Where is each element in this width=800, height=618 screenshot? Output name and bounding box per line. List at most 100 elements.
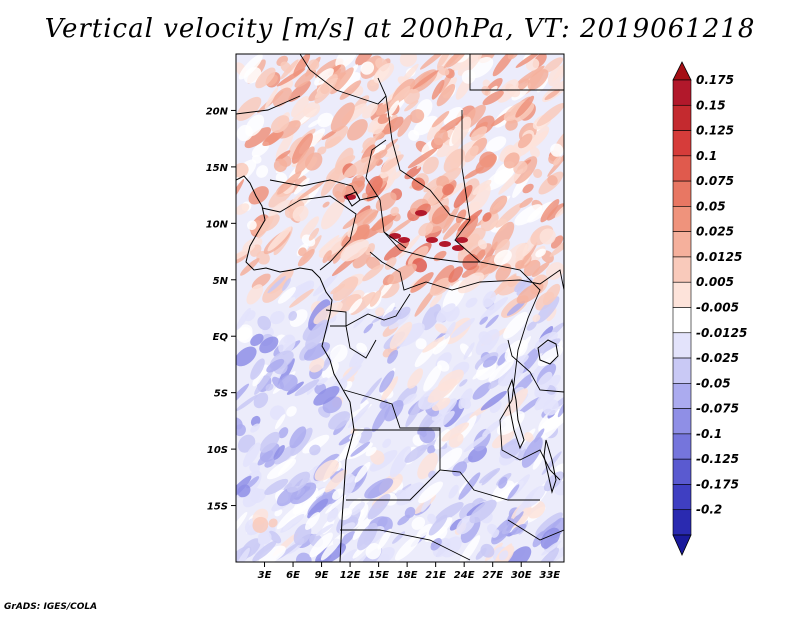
field-cell — [324, 136, 342, 149]
field-cell — [397, 114, 413, 137]
field-cell — [351, 502, 365, 516]
field-cell — [453, 185, 473, 208]
colorbar-swatch — [672, 408, 692, 435]
field-cell — [479, 316, 489, 325]
field-cell — [399, 54, 418, 67]
field-cell — [427, 513, 437, 524]
field-cell — [289, 281, 312, 298]
field-cell — [322, 250, 332, 264]
field-cell — [280, 513, 305, 533]
field-cell — [461, 265, 480, 278]
field-cell — [489, 195, 508, 215]
field-cell — [448, 266, 464, 283]
field-cell — [461, 69, 476, 84]
field-cell — [498, 168, 524, 195]
field-cell — [390, 206, 400, 216]
field-cell — [397, 514, 411, 526]
field-cell — [536, 338, 561, 354]
field-cell — [355, 54, 373, 66]
field-cell — [431, 79, 445, 100]
field-cell — [535, 512, 563, 537]
field-cell — [485, 314, 499, 329]
field-cell — [436, 83, 456, 107]
field-cell — [394, 534, 421, 561]
field-cell — [546, 262, 564, 280]
updraft-core — [389, 233, 401, 239]
field-cell — [340, 239, 369, 262]
field-cell — [258, 545, 286, 562]
field-cell — [387, 349, 399, 364]
lat-tick-label: 20N — [206, 106, 229, 117]
field-cell — [257, 530, 272, 545]
updraft-core — [415, 210, 427, 216]
field-cell — [330, 67, 354, 95]
field-cell — [297, 180, 326, 201]
colorbar-swatch — [672, 155, 692, 182]
field-cell — [289, 426, 307, 449]
lat-tick-label: 10S — [207, 445, 228, 456]
field-cell — [395, 489, 407, 501]
field-cell — [422, 336, 445, 353]
field-cell — [531, 261, 550, 277]
lon-tick-label: 27E — [482, 570, 503, 581]
field-cell — [286, 471, 311, 493]
field-cell — [409, 109, 425, 124]
field-cell — [449, 518, 463, 531]
field-cell — [352, 517, 372, 540]
field-cell — [341, 180, 365, 199]
lat-tick-label: 5N — [213, 276, 229, 287]
colorbar-label: -0.2 — [696, 503, 722, 517]
field-cell — [526, 321, 537, 331]
colorbar-label: 0.1 — [696, 149, 717, 163]
field-cell — [236, 96, 262, 121]
field-cell — [431, 398, 458, 421]
border-lines — [236, 54, 564, 561]
field-cell — [305, 319, 330, 350]
field-cell — [257, 315, 272, 331]
field-cell — [421, 304, 442, 331]
country-borders — [236, 54, 564, 562]
colorbar-label: 0.075 — [696, 174, 734, 188]
field-cell — [480, 296, 509, 320]
field-cell — [427, 378, 457, 403]
field-cell — [470, 126, 488, 141]
field-cell — [479, 468, 501, 484]
field-cell — [254, 369, 274, 395]
field-cell — [282, 277, 291, 292]
field-cell — [526, 201, 554, 223]
field-cell — [428, 514, 448, 536]
field-cell — [460, 397, 472, 410]
field-cell — [516, 282, 544, 304]
field-cell — [297, 249, 315, 267]
colorbar-label: 0.175 — [696, 73, 734, 87]
field-cell — [311, 487, 327, 499]
field-cell — [256, 165, 269, 178]
field-cell — [441, 422, 470, 442]
field-cell — [291, 95, 310, 118]
field-cell — [550, 235, 564, 249]
field-cell — [417, 452, 438, 480]
field-cell — [377, 528, 392, 550]
field-cell — [477, 239, 487, 250]
field-cell — [536, 78, 549, 93]
field-cell — [540, 199, 560, 223]
field-cell — [427, 445, 436, 454]
field-cell — [546, 307, 557, 322]
lake-victoria — [537, 339, 559, 365]
field-cell — [269, 310, 285, 325]
field-cell — [543, 57, 564, 73]
field-cell — [303, 342, 331, 361]
field-cell — [353, 308, 371, 329]
field-cell — [469, 183, 491, 212]
field-cell — [322, 201, 330, 208]
field-cell — [246, 220, 257, 231]
field-cell — [457, 272, 485, 294]
field-cell — [472, 179, 492, 195]
field-cell — [515, 492, 534, 517]
field-cell — [371, 213, 397, 231]
field-cell — [450, 317, 475, 338]
field-cell — [547, 175, 558, 186]
field-cell — [459, 379, 468, 387]
field-cell — [411, 177, 426, 191]
updraft-core — [398, 237, 410, 243]
